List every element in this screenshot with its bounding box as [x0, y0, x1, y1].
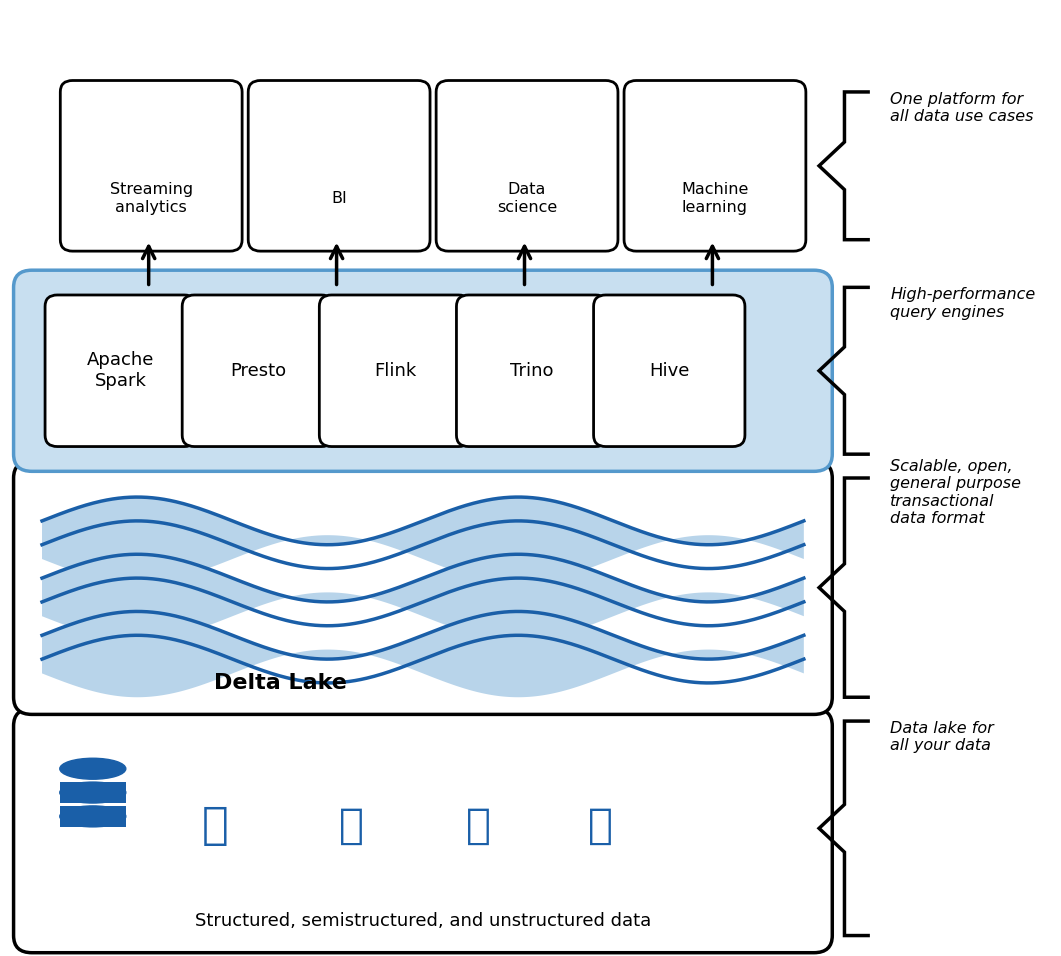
- Text: 🎬: 🎬: [340, 805, 364, 847]
- FancyBboxPatch shape: [248, 80, 430, 251]
- Text: Hive: Hive: [649, 361, 690, 380]
- Text: ⬛: ⬛: [331, 134, 347, 163]
- FancyBboxPatch shape: [456, 295, 608, 446]
- FancyBboxPatch shape: [14, 708, 832, 953]
- Text: ⬛: ⬛: [707, 134, 724, 163]
- FancyBboxPatch shape: [182, 295, 333, 446]
- Text: Flink: Flink: [373, 361, 416, 380]
- Text: 📄: 📄: [588, 805, 613, 847]
- Text: ⬛: ⬛: [143, 134, 159, 163]
- FancyBboxPatch shape: [624, 80, 806, 251]
- Text: Structured, semistructured, and unstructured data: Structured, semistructured, and unstruct…: [195, 912, 651, 930]
- FancyBboxPatch shape: [14, 461, 832, 714]
- Text: Data lake for
all your data: Data lake for all your data: [890, 721, 994, 753]
- FancyBboxPatch shape: [319, 295, 471, 446]
- FancyBboxPatch shape: [436, 80, 618, 251]
- Text: Trino: Trino: [510, 361, 554, 380]
- Text: Machine
learning: Machine learning: [681, 183, 749, 214]
- Text: Streaming
analytics: Streaming analytics: [109, 183, 193, 214]
- Text: BI: BI: [331, 191, 347, 206]
- Ellipse shape: [59, 758, 126, 779]
- Ellipse shape: [59, 782, 126, 803]
- Text: 📷: 📷: [202, 804, 228, 847]
- FancyBboxPatch shape: [14, 271, 832, 471]
- Text: ⬛: ⬛: [519, 134, 536, 163]
- FancyBboxPatch shape: [593, 295, 745, 446]
- Text: 🔊: 🔊: [466, 805, 491, 847]
- FancyBboxPatch shape: [45, 295, 196, 446]
- Text: Delta Lake: Delta Lake: [214, 673, 347, 693]
- Text: High-performance
query engines: High-performance query engines: [890, 288, 1036, 319]
- Text: Data
science: Data science: [497, 183, 557, 214]
- Text: Presto: Presto: [230, 361, 285, 380]
- Text: Scalable, open,
general purpose
transactional
data format: Scalable, open, general purpose transact…: [890, 459, 1021, 526]
- Ellipse shape: [59, 806, 126, 827]
- FancyBboxPatch shape: [60, 80, 242, 251]
- Text: Apache
Spark: Apache Spark: [87, 352, 155, 390]
- Bar: [59, 806, 126, 827]
- Bar: [59, 782, 126, 803]
- Text: One platform for
all data use cases: One platform for all data use cases: [890, 92, 1033, 124]
